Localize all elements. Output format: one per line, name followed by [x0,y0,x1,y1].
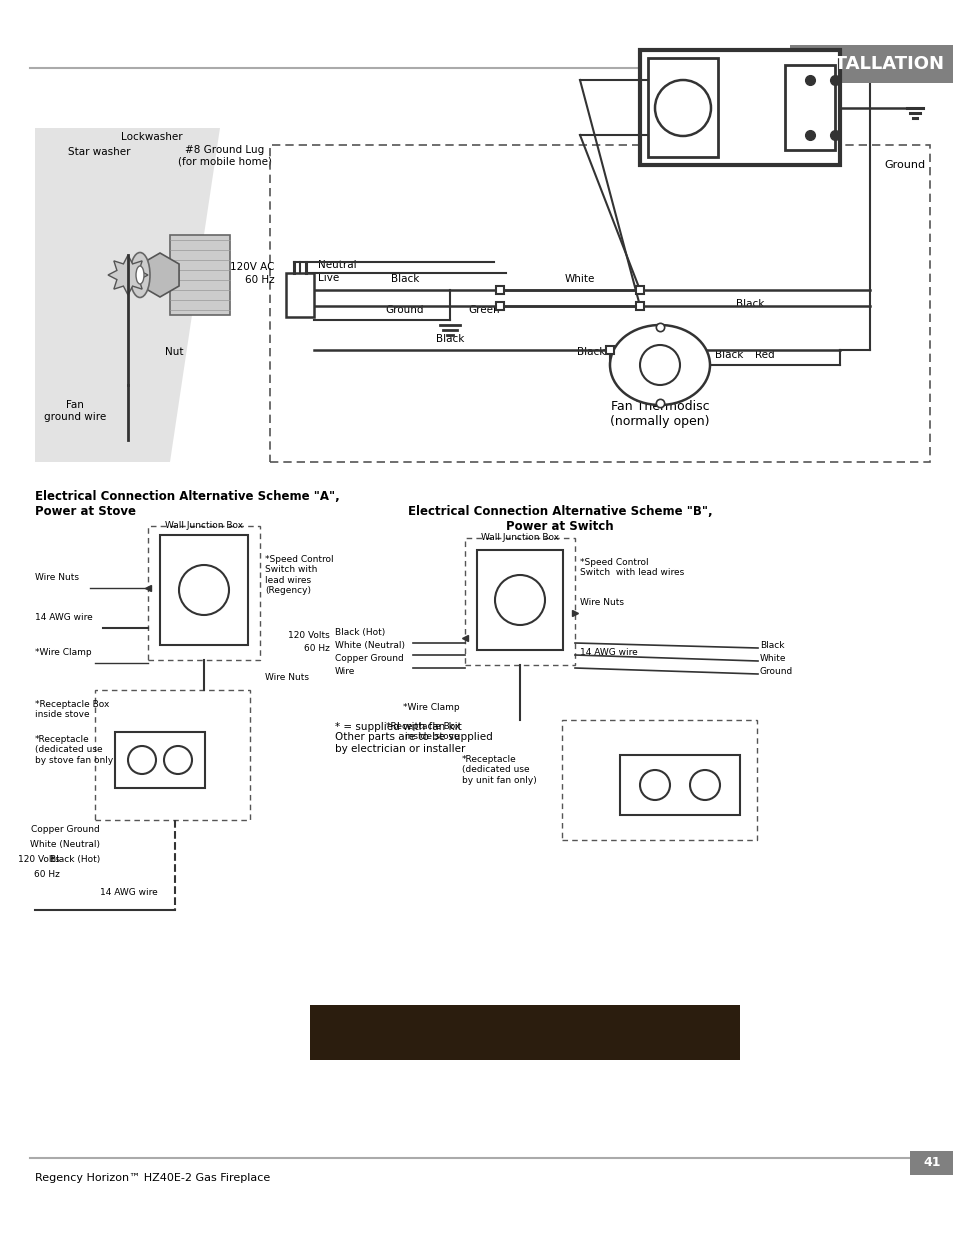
Text: #8 Ground Lug
(for mobile home): #8 Ground Lug (for mobile home) [178,146,272,167]
Text: 120V AC: 120V AC [231,262,274,272]
Bar [909,1151,953,1174]
Bar [784,65,834,149]
Ellipse shape [136,266,144,284]
Text: D: D [651,781,658,789]
Text: *Wire Clamp: *Wire Clamp [35,648,91,657]
Text: Red: Red [754,350,774,359]
Text: Wire Nuts: Wire Nuts [265,673,309,682]
Circle shape [495,576,544,625]
Bar [605,346,614,354]
Text: 60 Hz: 60 Hz [34,869,60,879]
Text: Black: Black [391,274,418,284]
Circle shape [179,564,229,615]
Text: *Receptacle Box
inside stove: *Receptacle Box inside stove [385,722,459,741]
Bar [639,49,840,165]
Text: Electrical Connection Alternative Scheme "B",
Power at Switch: Electrical Connection Alternative Scheme… [407,505,712,534]
Text: Electrical Connection Alternative Scheme "A",
Power at Stove: Electrical Connection Alternative Scheme… [35,490,339,517]
Text: Green: Green [468,305,499,315]
Bar [115,732,205,788]
Text: 14 AWG wire: 14 AWG wire [100,888,157,897]
Text: White (Neutral): White (Neutral) [30,840,100,848]
Text: Wire Nuts: Wire Nuts [579,598,623,606]
Bar [286,273,314,317]
Text: Copper Ground: Copper Ground [335,655,403,663]
Text: INSTALLATION: INSTALLATION [800,56,943,73]
Text: Wire: Wire [335,667,355,676]
Text: *Receptacle
(dedicated use
by unit fan only): *Receptacle (dedicated use by unit fan o… [461,755,537,784]
Text: Black: Black [714,350,742,359]
Bar [636,303,643,310]
Text: Wall Junction Box: Wall Junction Box [480,534,558,542]
Text: Wire Nuts: Wire Nuts [35,573,79,582]
Text: *Speed Control
Switch with
lead wires
(Regency): *Speed Control Switch with lead wires (R… [265,555,334,595]
Text: *Receptacle Box
inside stove: *Receptacle Box inside stove [35,700,110,720]
Text: 41: 41 [923,1156,940,1170]
Circle shape [689,769,720,800]
Text: Lockwasher: Lockwasher [121,132,183,142]
Text: Other parts are to be supplied
by electrician or installer: Other parts are to be supplied by electr… [335,732,493,755]
Text: Ground: Ground [760,667,792,676]
Circle shape [639,769,669,800]
Text: Ground: Ground [385,305,424,315]
Text: White (Neutral): White (Neutral) [335,641,405,650]
Bar [636,287,643,294]
Text: Copper Ground: Copper Ground [31,825,100,834]
Bar [476,550,562,650]
Text: Black: Black [760,641,783,650]
Text: Wall Junction Box: Wall Junction Box [165,521,243,530]
Text: * = supplied with fan kit: * = supplied with fan kit [335,722,461,732]
Text: 14 AWG wire: 14 AWG wire [35,613,92,622]
Text: *Receptacle
(dedicated use
by stove fan only): *Receptacle (dedicated use by stove fan … [35,735,116,764]
Text: Ground: Ground [883,161,924,170]
Text: 60 Hz: 60 Hz [304,643,330,653]
Ellipse shape [130,252,150,298]
Bar [496,303,503,310]
Text: D: D [701,781,707,789]
Circle shape [164,746,192,774]
Text: Regency Horizon™ HZ40E-2 Gas Fireplace: Regency Horizon™ HZ40E-2 Gas Fireplace [35,1173,270,1183]
Bar [789,44,953,83]
Text: Neutral: Neutral [317,261,356,270]
Bar [310,1005,740,1060]
Text: 14 AWG wire: 14 AWG wire [579,648,638,657]
Ellipse shape [609,325,709,405]
Text: Black (Hot): Black (Hot) [50,855,100,864]
Text: White: White [564,274,595,284]
Circle shape [128,746,156,774]
Bar [647,58,718,157]
Text: 120 Volts: 120 Volts [288,631,330,640]
Text: Black (Hot): Black (Hot) [335,629,385,637]
Circle shape [639,345,679,385]
Text: *Speed Control
Switch  with lead wires: *Speed Control Switch with lead wires [579,558,683,578]
Text: Black: Black [576,347,604,357]
Text: Nut: Nut [165,347,183,357]
Bar [619,755,740,815]
Polygon shape [35,128,220,462]
Text: 120 Volts: 120 Volts [18,855,60,864]
Bar [160,535,248,645]
Text: Live: Live [317,273,339,283]
FancyBboxPatch shape [170,235,230,315]
Text: (normally open): (normally open) [610,415,709,429]
Text: Fan: Fan [744,101,764,115]
Text: Black: Black [436,333,464,345]
Circle shape [655,80,710,136]
Text: *Wire Clamp: *Wire Clamp [403,703,459,713]
Text: 60 Hz: 60 Hz [245,275,274,285]
Text: White: White [760,655,785,663]
Text: Star washer: Star washer [68,147,131,157]
Polygon shape [108,254,148,295]
Text: Fan
ground wire: Fan ground wire [44,400,106,422]
Text: Fan Thermodisc: Fan Thermodisc [610,400,709,412]
Bar [496,287,503,294]
Text: Black: Black [735,299,763,309]
